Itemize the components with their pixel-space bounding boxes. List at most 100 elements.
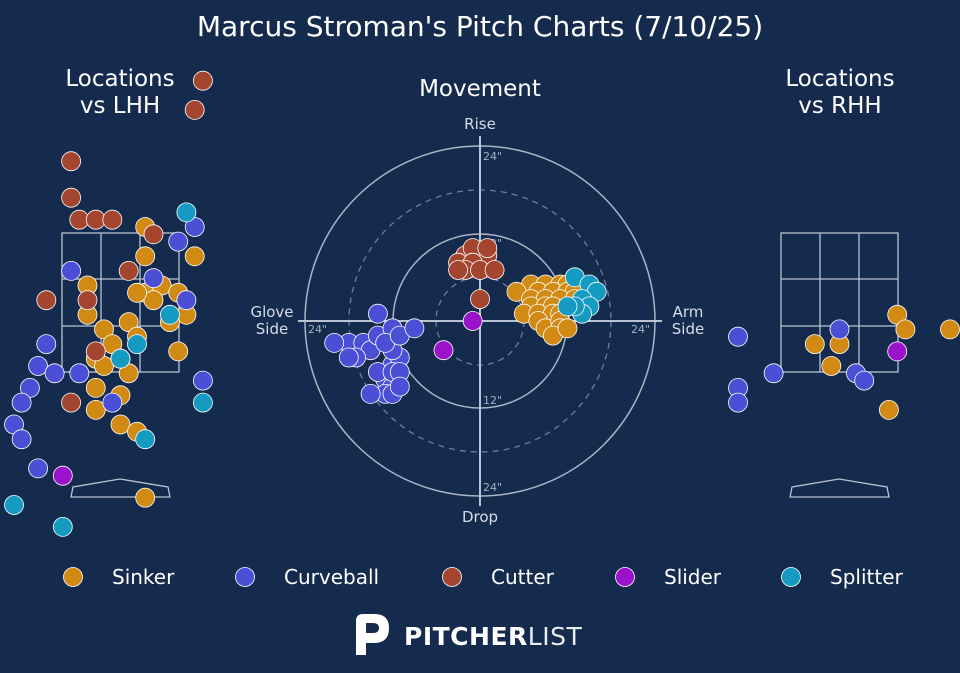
legend-label-slider: Slider [664, 565, 722, 589]
legend-marker-cutter [442, 567, 462, 587]
locations-vs-lhh-cutter-point [118, 260, 139, 281]
locations-vs-rhh-sinker-point [879, 399, 899, 420]
locations-vs-rhh-sinker-point [940, 319, 960, 340]
legend: Sinker Curveball Cutter Slider Splitter [63, 565, 903, 589]
locations-vs-rhh-slider-point [887, 341, 908, 362]
chart-title: Marcus Stroman's Pitch Charts (7/10/25) [196, 10, 764, 43]
movement-curveball-point [367, 303, 388, 324]
locations-vs-lhh-cutter-point [192, 70, 213, 91]
lhh-home-plate [70, 478, 171, 498]
ring-label-bottom-inner: 12" [483, 394, 502, 407]
locations-vs-lhh-cutter-point [61, 187, 81, 208]
locations-vs-lhh-curveball-point [143, 268, 164, 289]
movement-curveball-point [360, 383, 381, 404]
locations-vs-lhh-curveball-point [11, 392, 32, 413]
locations-vs-lhh-curveball-point [176, 290, 197, 311]
movement-cutter-point [477, 238, 498, 259]
locations-vs-lhh-sinker-point [127, 282, 147, 303]
locations-vs-lhh-splitter-point [4, 495, 24, 515]
locations-vs-lhh-splitter-point [159, 304, 180, 325]
locations-vs-lhh-cutter-point [77, 290, 98, 311]
locations-vs-lhh-curveball-point [44, 363, 65, 384]
locations-vs-lhh-curveball-point [61, 260, 81, 281]
locations-vs-rhh-curveball-point [728, 392, 748, 413]
legend-marker-splitter [781, 567, 801, 587]
rhh-home-plate [789, 478, 890, 498]
rhh-strike-zone [780, 232, 899, 373]
drop-axis-label: Drop [461, 508, 499, 526]
pitch-points-layer [4, 70, 960, 537]
locations-vs-rhh-curveball-point [854, 370, 875, 391]
legend-label-curveball: Curveball [284, 565, 379, 589]
locations-vs-lhh-sinker-point [135, 487, 156, 508]
locations-vs-lhh-sinker-point [135, 246, 156, 267]
legend-label-splitter: Splitter [830, 565, 903, 589]
locations-vs-lhh-sinker-point [85, 377, 106, 398]
movement-curveball-point [324, 332, 345, 353]
locations-vs-lhh-splitter-point [110, 348, 131, 369]
ring-label-left-outer: 24" [308, 323, 327, 336]
locations-vs-lhh-splitter-point [52, 517, 73, 537]
locations-vs-lhh-cutter-point [143, 224, 164, 245]
legend-marker-curveball [235, 567, 255, 587]
ring-label-bottom-outer: 24" [483, 481, 502, 494]
brand-wordmark: PITCHERLIST [404, 622, 582, 651]
locations-vs-lhh-sinker-point [85, 399, 106, 420]
lhh-panel-title: Locations vs LHH [65, 66, 175, 119]
ring-label-top-outer: 24" [483, 150, 502, 163]
legend-label-sinker: Sinker [112, 565, 175, 589]
locations-vs-lhh-cutter-point [61, 151, 81, 172]
movement-slider-point [462, 311, 483, 331]
locations-vs-lhh-cutter-point [184, 100, 205, 120]
locations-vs-rhh-sinker-point [821, 356, 842, 376]
locations-vs-lhh-curveball-point [69, 363, 90, 384]
movement-cutter-point [470, 289, 490, 310]
legend-marker-slider [615, 567, 635, 587]
locations-vs-lhh-sinker-point [168, 341, 189, 362]
locations-vs-lhh-splitter-point [192, 392, 213, 413]
movement-panel-title: Movement [419, 76, 541, 102]
movement-splitter-point [557, 296, 578, 317]
arm-side-axis-label: Arm Side [671, 303, 705, 338]
legend-label-cutter: Cutter [491, 565, 555, 589]
legend-marker-sinker [63, 567, 83, 587]
movement-curveball-point [338, 347, 359, 368]
locations-vs-rhh-curveball-point [829, 319, 850, 340]
locations-vs-lhh-slider-point [52, 465, 73, 486]
movement-slider-point [433, 340, 454, 361]
pitcherlist-logo-icon [356, 614, 389, 655]
locations-vs-lhh-cutter-point [36, 290, 57, 311]
movement-cutter-point [484, 260, 505, 280]
locations-vs-lhh-curveball-point [102, 392, 123, 413]
locations-vs-lhh-cutter-point [85, 341, 106, 362]
locations-vs-lhh-sinker-point [184, 246, 205, 267]
locations-vs-lhh-splitter-point [127, 334, 147, 355]
movement-sinker-point [557, 318, 578, 339]
locations-vs-lhh-sinker-point [143, 290, 164, 311]
locations-vs-lhh-curveball-point [11, 429, 32, 450]
locations-vs-rhh-curveball-point [728, 326, 748, 347]
locations-vs-rhh-sinker-point [804, 334, 825, 355]
locations-vs-lhh-splitter-point [135, 429, 156, 450]
locations-vs-lhh-curveball-point [36, 334, 57, 355]
brand-bold-text: PITCHER [404, 622, 528, 651]
locations-vs-lhh-curveball-point [28, 458, 48, 479]
locations-vs-lhh-sinker-point [110, 414, 131, 435]
locations-vs-lhh-curveball-point [168, 231, 189, 252]
movement-curveball-point [389, 376, 410, 397]
locations-vs-rhh-curveball-point [763, 363, 784, 384]
movement-cutter-point [448, 260, 469, 280]
movement-curveball-point [404, 318, 425, 339]
locations-vs-lhh-curveball-point [28, 356, 48, 376]
locations-vs-lhh-cutter-point [61, 392, 81, 413]
locations-vs-lhh-curveball-point [192, 370, 213, 391]
glove-side-axis-label: Glove Side [250, 303, 294, 338]
ring-label-right-outer: 24" [631, 323, 650, 336]
locations-vs-lhh-splitter-point [176, 202, 197, 223]
rise-axis-label: Rise [464, 115, 496, 133]
brand-light-text: LIST [527, 622, 583, 651]
locations-vs-rhh-sinker-point [895, 319, 916, 340]
rhh-panel-title: Locations vs RHH [785, 66, 895, 119]
locations-vs-lhh-cutter-point [102, 209, 123, 230]
